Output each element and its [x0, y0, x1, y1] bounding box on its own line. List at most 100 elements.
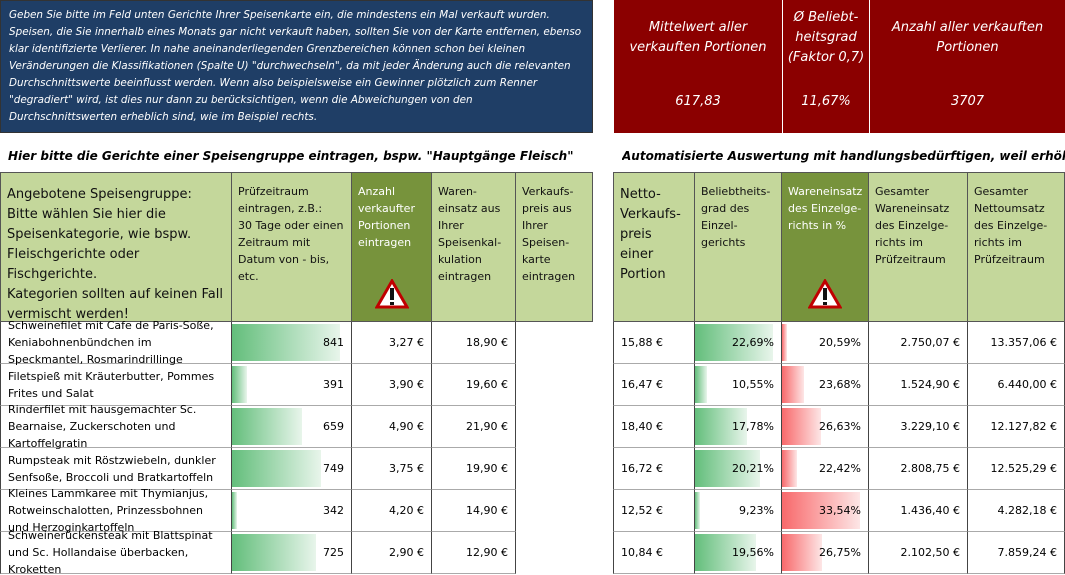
cell-text: 22,69% — [732, 336, 774, 349]
table-cell: 33,54% — [782, 490, 869, 532]
summary-box: Ø Beliebt- heitsgrad (Faktor 0,7) 11,67% — [782, 0, 869, 133]
table-cell: 7.859,24 € — [968, 532, 1065, 574]
data-bar — [695, 408, 747, 445]
table-cell: 16,47 € — [613, 364, 695, 406]
cell-text: 20,21% — [732, 462, 774, 475]
cell-text: 15,88 € — [621, 336, 663, 349]
cell-text: 14,90 € — [466, 504, 508, 517]
column-header: Waren- einsatz aus Ihrer Speisenkal- kul… — [432, 172, 516, 322]
cell-text: 20,59% — [819, 336, 861, 349]
table-cell: 3,90 € — [352, 364, 432, 406]
data-bar — [232, 408, 303, 445]
table-cell: 18,40 € — [613, 406, 695, 448]
cell-text: 9,23% — [739, 504, 774, 517]
table-cell: 9,23% — [695, 490, 782, 532]
table-cell: 391 — [232, 364, 352, 406]
cell-text: 1.524,90 € — [900, 378, 960, 391]
table-cell: 19,60 € — [432, 364, 516, 406]
column-header: Anzahl verkaufter Portionen eintragen — [352, 172, 432, 322]
table-cell: 659 — [232, 406, 352, 448]
data-bar — [232, 534, 317, 571]
column-header: Prüfzeitraum eintragen, z.B.: 30 Tage od… — [232, 172, 352, 322]
section-heading: Hier bitte die Gerichte einer Speisengru… — [8, 149, 574, 163]
data-bar — [232, 450, 321, 487]
table-cell: 4.282,18 € — [968, 490, 1065, 532]
table-cell: 19,90 € — [432, 448, 516, 490]
cell-text: Filetspieß mit Kräuterbutter, Pommes Fri… — [8, 369, 215, 400]
cell-text: 3,27 € — [389, 336, 424, 349]
summary-header: Ø Beliebt- heitsgrad (Faktor 0,7) — [787, 10, 865, 65]
column-header: Gesamter Nettoumsatz des Einzelge- richt… — [968, 172, 1065, 322]
table-cell: 23,68% — [782, 364, 869, 406]
table-cell: 15,88 € — [613, 322, 695, 364]
cell-text: Schweinerückensteak mit Blattspinat und … — [8, 529, 213, 575]
table-cell: 12,52 € — [613, 490, 695, 532]
table-cell: 14,90 € — [432, 490, 516, 532]
data-bar — [695, 366, 708, 403]
cell-text: 2,90 € — [389, 546, 424, 559]
table-cell: 342 — [232, 490, 352, 532]
data-bar — [782, 408, 822, 445]
data-bar — [695, 534, 757, 571]
cell-text: 1.436,40 € — [900, 504, 960, 517]
summary-value: 3707 — [950, 94, 985, 109]
cell-text: 342 — [323, 504, 344, 517]
cell-text: 18,40 € — [621, 420, 663, 433]
table-cell: 2,90 € — [352, 532, 432, 574]
table-cell: 22,69% — [695, 322, 782, 364]
table-cell: 17,78% — [695, 406, 782, 448]
info-box: Geben Sie bitte im Feld unten Gerichte I… — [0, 0, 593, 133]
table-cell: 4,20 € — [352, 490, 432, 532]
cell-text: 13.357,06 € — [990, 336, 1057, 349]
cell-text: Schweinefilet mit Cafe de Paris-Soße, Ke… — [8, 319, 214, 366]
cell-text: 16,72 € — [621, 462, 663, 475]
table-cell: 20,21% — [695, 448, 782, 490]
table-cell: 1.524,90 € — [869, 364, 968, 406]
column-header: Gesamter Wareneinsatz des Einzelge- rich… — [869, 172, 968, 322]
table-cell: Filetspieß mit Kräuterbutter, Pommes Fri… — [0, 364, 232, 406]
table-cell: 22,42% — [782, 448, 869, 490]
table-cell: 18,90 € — [432, 322, 516, 364]
data-bar — [695, 450, 760, 487]
cell-text: 19,90 € — [466, 462, 508, 475]
cell-text: 21,90 € — [466, 420, 508, 433]
table-cell: 725 — [232, 532, 352, 574]
data-bar — [695, 324, 774, 361]
cell-text: 10,55% — [732, 378, 774, 391]
cell-text: 3.229,10 € — [900, 420, 960, 433]
table-cell: 13.357,06 € — [968, 322, 1065, 364]
column-header: Wareneinsatz des Einzelge- richts in % — [782, 172, 869, 322]
cell-text: 2.750,07 € — [900, 336, 960, 349]
summary-value: 617,83 — [675, 94, 721, 109]
cell-text: Kleines Lammkaree mit Thymianjus, Rotwei… — [8, 487, 209, 534]
table-cell: 26,63% — [782, 406, 869, 448]
table-cell: 2.808,75 € — [869, 448, 968, 490]
table-cell: Kleines Lammkaree mit Thymianjus, Rotwei… — [0, 487, 232, 534]
data-bar — [782, 450, 798, 487]
table-cell: 19,56% — [695, 532, 782, 574]
cell-text: 22,42% — [819, 462, 861, 475]
table-cell: 16,72 € — [613, 448, 695, 490]
table-cell: Rumpsteak mit Röstzwiebeln, dunkler Senf… — [0, 448, 232, 490]
cell-text: 391 — [323, 378, 344, 391]
warning-icon — [374, 279, 409, 309]
summary-box: Anzahl aller verkauften Portionen 3707 — [869, 0, 1065, 133]
table-cell: 12.127,82 € — [968, 406, 1065, 448]
table-cell: 3,27 € — [352, 322, 432, 364]
cell-text: 4,90 € — [389, 420, 424, 433]
cell-text: 12.525,29 € — [990, 462, 1057, 475]
table-cell: 2.750,07 € — [869, 322, 968, 364]
cell-text: 841 — [323, 336, 344, 349]
cell-text: 4,20 € — [389, 504, 424, 517]
summary-header: Anzahl aller verkauften Portionen — [891, 20, 1044, 55]
cell-text: 19,60 € — [466, 378, 508, 391]
cell-text: 725 — [323, 546, 344, 559]
table-cell: 841 — [232, 322, 352, 364]
cell-text: 12,90 € — [466, 546, 508, 559]
cell-text: 3,75 € — [389, 462, 424, 475]
table-cell: 3.229,10 € — [869, 406, 968, 448]
data-bar — [695, 492, 700, 529]
cell-text: 2.102,50 € — [900, 546, 960, 559]
data-bar — [232, 492, 237, 529]
cell-text: 4.282,18 € — [997, 504, 1057, 517]
